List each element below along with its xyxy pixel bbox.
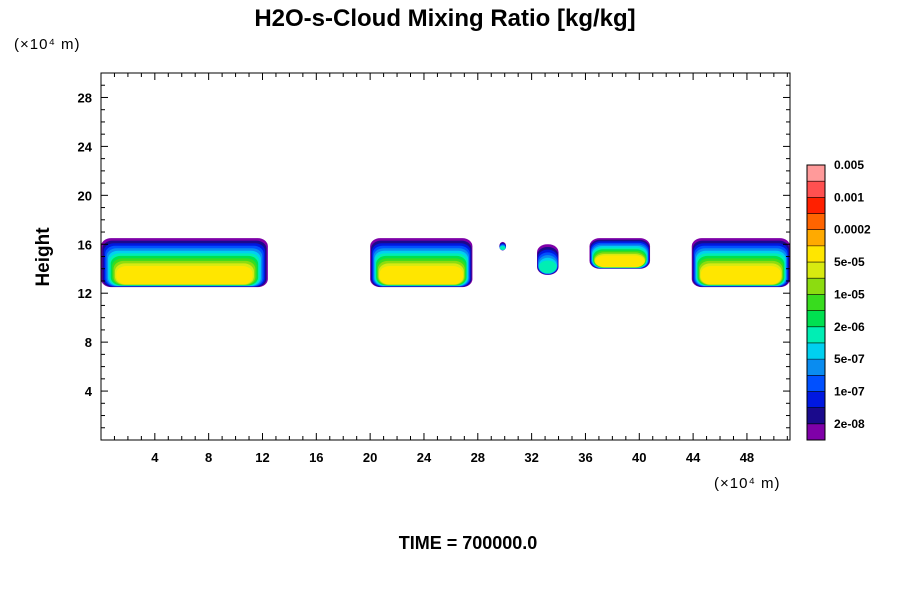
cloud-contour <box>379 265 464 285</box>
x-axis-unit-label: (×10⁴ m) <box>714 475 781 492</box>
cloud-contour <box>700 265 781 285</box>
cloud-central <box>370 238 473 288</box>
x-tick-label: 24 <box>417 450 432 465</box>
y-axis-unit-label: (×10⁴ m) <box>14 36 81 53</box>
colorbar-label: 0.001 <box>834 190 864 204</box>
y-tick-label: 16 <box>78 237 92 252</box>
cloud-contour <box>595 255 645 268</box>
colorbar-label: 1e-05 <box>834 287 865 301</box>
colorbar-swatch <box>807 342 825 360</box>
colorbar-swatch <box>807 229 825 247</box>
x-tick-label: 40 <box>632 450 646 465</box>
cloud-small-1 <box>499 241 507 251</box>
x-tick-label: 4 <box>151 450 159 465</box>
colorbar-swatch <box>807 423 825 441</box>
cloud-west <box>101 238 268 288</box>
colorbar-swatch <box>807 213 825 231</box>
y-tick-label: 24 <box>78 139 93 154</box>
y-tick-label: 20 <box>78 188 92 203</box>
x-tick-label: 12 <box>255 450 269 465</box>
colorbar-swatch <box>807 326 825 344</box>
x-tick-label: 20 <box>363 450 377 465</box>
x-tick-label: 44 <box>686 450 701 465</box>
colorbar-swatch <box>807 407 825 425</box>
cloud-small-2 <box>537 244 559 275</box>
x-tick-label: 36 <box>578 450 592 465</box>
cloud-east-small <box>589 238 651 269</box>
y-tick-label: 28 <box>78 90 92 105</box>
y-tick-label: 4 <box>85 384 93 399</box>
cloud-field <box>101 238 790 288</box>
colorbar: 2e-08 1e-07 5e-07 2e-06 1e-05 5e-05 0.0002 0.00… <box>806 158 871 441</box>
colorbar-label: 0.005 <box>834 158 864 172</box>
colorbar-label: 1e-07 <box>834 384 865 398</box>
y-axis-label: Height <box>33 227 54 287</box>
cloud-contour <box>538 260 557 274</box>
colorbar-swatch <box>807 294 825 311</box>
colorbar-swatch <box>807 165 825 182</box>
colorbar-label: 5e-07 <box>834 352 865 366</box>
x-tick-label: 28 <box>471 450 485 465</box>
time-label: TIME = 700000.0 <box>399 533 538 553</box>
colorbar-swatch <box>807 359 825 376</box>
colorbar-swatch <box>807 245 825 263</box>
x-tick-label: 8 <box>205 450 212 465</box>
colorbar-swatch <box>807 391 825 408</box>
colorbar-label: 5e-05 <box>834 255 865 269</box>
colorbar-swatch <box>807 197 825 214</box>
colorbar-swatch <box>807 181 825 198</box>
colorbar-swatch <box>807 375 825 392</box>
cloud-east <box>691 238 790 288</box>
x-tick-label: 48 <box>740 450 754 465</box>
colorbar-label: 0.0002 <box>834 223 871 237</box>
cloud-contour <box>499 246 506 250</box>
cloud-contour <box>116 265 253 285</box>
colorbar-label: 2e-06 <box>834 320 865 334</box>
colorbar-frame <box>806 164 826 441</box>
colorbar-swatch <box>807 278 825 295</box>
colorbar-label: 2e-08 <box>834 417 865 431</box>
x-tick-label: 32 <box>524 450 538 465</box>
y-tick-label: 8 <box>85 335 92 350</box>
x-axis: 4 8 12 16 20 24 28 32 36 40 44 48 <box>113 73 788 465</box>
colorbar-swatch <box>807 310 825 328</box>
y-tick-label: 12 <box>78 286 92 301</box>
colorbar-swatch <box>807 262 825 279</box>
chart-title: H2O-s-Cloud Mixing Ratio [kg/kg] <box>254 5 635 32</box>
y-axis: 4 8 12 16 20 24 28 <box>78 84 790 429</box>
x-tick-label: 16 <box>309 450 323 465</box>
